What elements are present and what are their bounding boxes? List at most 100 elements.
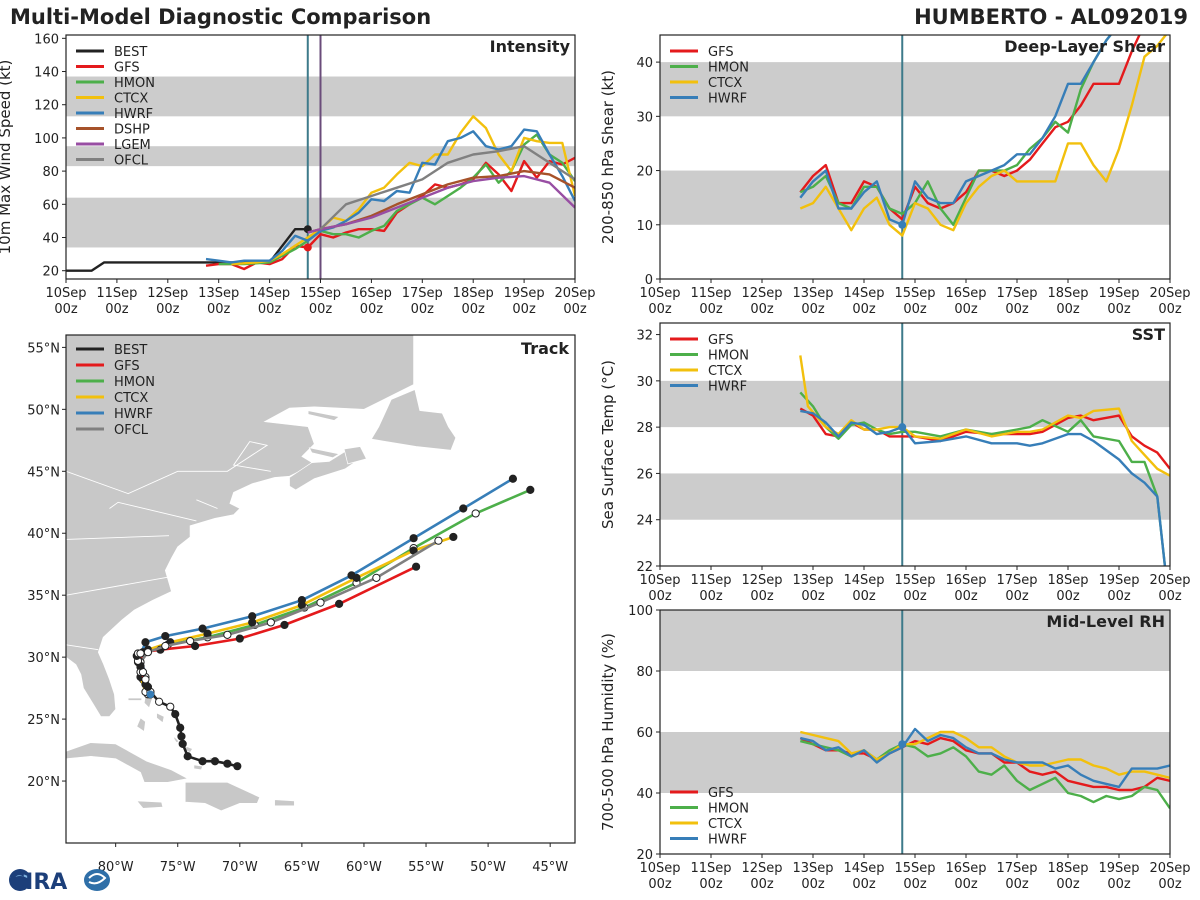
north-america-landmass [66, 335, 414, 717]
track-ytick-label: 20°N [27, 775, 60, 790]
intensity-xtick-sublabel: 00z [309, 302, 333, 317]
intensity-xtick-label: 15Sep [300, 286, 341, 301]
intensity-legend-label: DSHP [114, 123, 150, 138]
shear-xtick-sublabel: 00z [852, 302, 876, 317]
intensity-xtick-sublabel: 00z [105, 302, 129, 317]
logo-swirl-icon [10, 874, 30, 879]
shear-series-group [799, 35, 1168, 237]
track-legend-label: CTCX [114, 391, 148, 406]
logo-storm-icon [84, 869, 110, 891]
shear-xtick-sublabel: 00z [954, 302, 978, 317]
intensity-legend-label: BEST [114, 45, 147, 60]
intensity-xtick-sublabel: 00z [360, 302, 384, 317]
intensity-xtick-label: 11Sep [96, 286, 137, 301]
sst-ytick-label: 26 [636, 467, 653, 482]
track-position-marker [186, 636, 195, 646]
sst-xtick-label: 10Sep [639, 573, 680, 588]
shear-xtick-sublabel: 00z [699, 302, 723, 317]
shear-xtick-label: 16Sep [945, 286, 986, 301]
intensity-panel-title: Intensity [490, 37, 571, 56]
rh-xtick-label: 10Sep [639, 861, 680, 876]
track-xtick-label: 50°W [470, 860, 506, 875]
intensity-series-ofcl [319, 144, 575, 231]
track-position-marker [155, 697, 164, 706]
shear-gray-band [660, 62, 1170, 117]
shear-panel-title: Deep-Layer Shear [1004, 37, 1165, 56]
puerto-rico-landmass [274, 799, 295, 807]
intensity-xtick-label: 19Sep [504, 286, 545, 301]
grand-bahama-landmass [127, 697, 143, 701]
rh-xtick-label: 17Sep [996, 861, 1037, 876]
intensity-xtick-sublabel: 00z [54, 302, 78, 317]
sst-panel-title: SST [1132, 325, 1165, 344]
track-ytick-label: 55°N [27, 341, 60, 356]
intensity-marker-gfs [303, 243, 312, 252]
rh-xtick-label: 19Sep [1098, 861, 1139, 876]
sst-xtick-sublabel: 00z [1005, 589, 1029, 604]
shear-ytick-label: 10 [636, 219, 653, 234]
track-ytick-label: 25°N [27, 713, 60, 728]
intensity-ylabel: 10m Max Wind Speed (kt) [0, 60, 14, 255]
rh-ytick-label: 80 [636, 665, 653, 680]
shear-xtick-label: 12Sep [741, 286, 782, 301]
intensity-ytick-label: 120 [34, 99, 59, 114]
track-position-marker [141, 675, 150, 684]
intensity-panel: 2040608010012014016010Sep00z11Sep00z12Se… [0, 32, 596, 317]
intensity-xtick-sublabel: 00z [207, 302, 231, 317]
track-xtick-label: 45°W [532, 860, 568, 875]
track-xtick-label: 70°W [222, 860, 258, 875]
track-xtick-label: 80°W [98, 860, 134, 875]
shear-xtick-label: 19Sep [1098, 286, 1139, 301]
sst-legend-label: CTCX [708, 364, 742, 379]
track-position-marker [233, 762, 242, 771]
shear-ytick-label: 30 [636, 110, 653, 125]
shear-xtick-label: 13Sep [792, 286, 833, 301]
sst-legend-label: HMON [708, 349, 749, 364]
track-position-marker [526, 485, 535, 494]
rh-xtick-sublabel: 00z [801, 877, 825, 892]
track-series-group [132, 474, 535, 771]
intensity-ytick-label: 100 [34, 132, 59, 147]
shear-ylabel: 200-850 hPa Shear (kt) [599, 70, 617, 244]
rh-xtick-label: 12Sep [741, 861, 782, 876]
shear-xtick-label: 20Sep [1149, 286, 1190, 301]
track-legend-label: HMON [114, 375, 155, 390]
rh-panel-title: Mid-Level RH [1046, 612, 1165, 631]
sst-xtick-label: 14Sep [843, 573, 884, 588]
sst-series-ctcx [799, 355, 1170, 477]
shear-xtick-sublabel: 00z [903, 302, 927, 317]
shear-xtick-label: 18Sep [1047, 286, 1088, 301]
track-position-marker [335, 599, 344, 608]
shear-xtick-sublabel: 00z [801, 302, 825, 317]
sst-legend-label: HWRF [708, 380, 747, 395]
track-position-marker [198, 624, 207, 633]
sst-panel: 22242628303210Sep00z11Sep00z12Sep00z13Se… [599, 322, 1191, 604]
track-position-marker [177, 732, 186, 741]
rh-ylabel: 700-500 hPa Humidity (%) [599, 633, 617, 831]
sst-ytick-label: 22 [636, 560, 653, 575]
track-position-marker [372, 573, 381, 582]
sst-xtick-sublabel: 00z [648, 589, 672, 604]
track-position-marker [143, 682, 153, 691]
rh-xtick-sublabel: 00z [1158, 877, 1182, 892]
logo-text: CIRA [9, 870, 67, 895]
track-ytick-label: 35°N [27, 589, 60, 604]
track-xtick-label: 55°W [408, 860, 444, 875]
political-border-line [66, 576, 172, 596]
sst-xtick-label: 16Sep [945, 573, 986, 588]
political-border-line [66, 644, 99, 651]
sst-xtick-sublabel: 00z [1107, 589, 1131, 604]
track-position-marker [297, 596, 306, 605]
sst-legend-label: GFS [708, 333, 734, 348]
sst-ytick-label: 24 [636, 514, 653, 529]
track-position-marker [266, 618, 275, 627]
track-series-gfs [139, 565, 417, 695]
intensity-xtick-label: 10Sep [45, 286, 86, 301]
rh-xtick-label: 20Sep [1149, 861, 1190, 876]
cape-breton-landmass [343, 446, 367, 465]
intensity-legend-label: LGEM [114, 138, 151, 153]
track-ytick-label: 30°N [27, 651, 60, 666]
track-position-marker [143, 648, 153, 657]
shear-xtick-sublabel: 00z [1056, 302, 1080, 317]
intensity-ytick-label: 20 [42, 265, 59, 280]
